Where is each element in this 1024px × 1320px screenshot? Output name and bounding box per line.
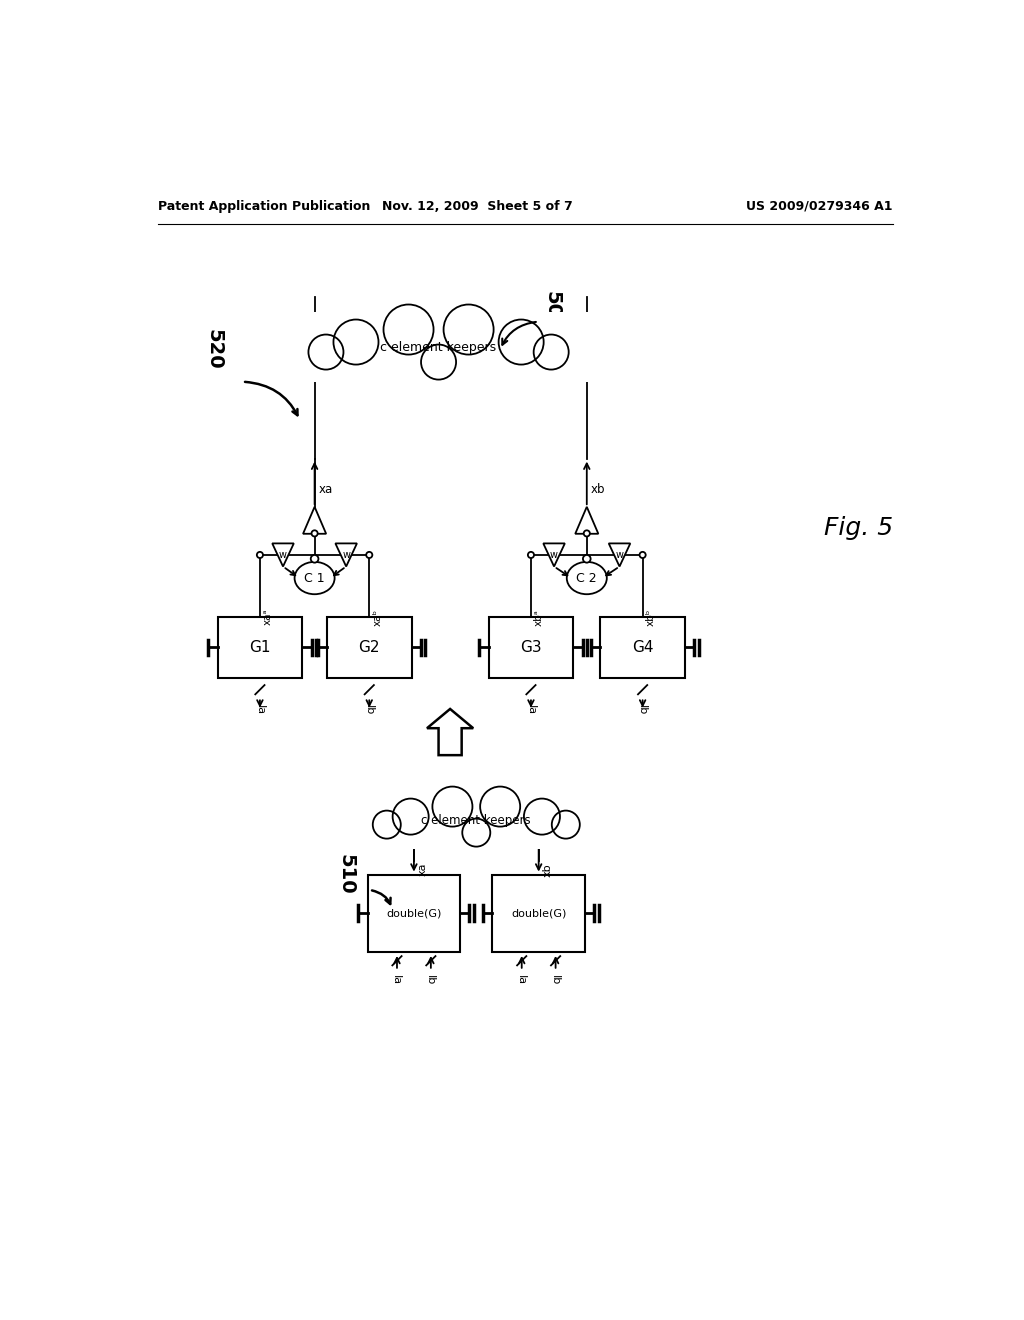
Circle shape — [528, 552, 535, 558]
Circle shape — [392, 799, 429, 834]
Polygon shape — [427, 709, 473, 755]
Ellipse shape — [295, 562, 335, 594]
Circle shape — [499, 319, 544, 364]
Bar — [600, 616, 685, 678]
Text: 510: 510 — [337, 854, 355, 895]
Polygon shape — [336, 544, 357, 566]
Circle shape — [334, 319, 379, 364]
Circle shape — [584, 531, 590, 536]
Circle shape — [311, 531, 317, 536]
Text: Ia: Ia — [525, 705, 536, 715]
Circle shape — [480, 787, 520, 826]
Circle shape — [373, 810, 400, 838]
Text: w: w — [615, 550, 624, 560]
Bar — [357, 792, 596, 849]
Circle shape — [257, 552, 263, 558]
Circle shape — [462, 818, 490, 846]
Text: w: w — [342, 550, 350, 560]
Text: G3: G3 — [520, 640, 542, 655]
Text: C 1: C 1 — [304, 572, 325, 585]
Circle shape — [310, 554, 318, 562]
Bar — [493, 874, 585, 952]
Text: w: w — [550, 550, 558, 560]
Bar — [217, 616, 302, 678]
Text: Ib: Ib — [637, 705, 647, 715]
Circle shape — [367, 552, 373, 558]
Polygon shape — [608, 544, 631, 566]
Text: Fig. 5: Fig. 5 — [823, 516, 893, 540]
Text: Patent Application Publication: Patent Application Publication — [158, 199, 370, 213]
Text: xaᵃ: xaᵃ — [263, 609, 273, 626]
Text: Ib: Ib — [425, 974, 435, 985]
Circle shape — [552, 810, 580, 838]
Circle shape — [421, 345, 456, 380]
Text: US 2009/0279346 A1: US 2009/0279346 A1 — [746, 199, 893, 213]
Circle shape — [583, 554, 591, 562]
Bar — [327, 616, 412, 678]
Text: xb: xb — [591, 483, 605, 496]
Circle shape — [524, 799, 560, 834]
Circle shape — [432, 787, 472, 826]
Text: Ib: Ib — [364, 705, 374, 715]
Bar — [289, 312, 589, 381]
Text: c element keepers: c element keepers — [381, 341, 497, 354]
Polygon shape — [575, 507, 598, 533]
Bar — [488, 616, 573, 678]
Text: Ia: Ia — [391, 974, 400, 985]
Text: G4: G4 — [632, 640, 653, 655]
Text: c element keepers: c element keepers — [422, 814, 531, 828]
Text: double(G): double(G) — [511, 908, 566, 917]
Text: C 2: C 2 — [577, 572, 597, 585]
Text: xa: xa — [418, 863, 428, 876]
Text: Ia: Ia — [515, 974, 525, 985]
Text: G1: G1 — [249, 640, 270, 655]
Text: Nov. 12, 2009  Sheet 5 of 7: Nov. 12, 2009 Sheet 5 of 7 — [382, 199, 572, 213]
Polygon shape — [272, 544, 294, 566]
Polygon shape — [544, 544, 565, 566]
Text: xbᵇ: xbᵇ — [646, 609, 655, 626]
Bar — [368, 874, 460, 952]
Circle shape — [640, 552, 646, 558]
Text: xaᵇ: xaᵇ — [373, 609, 382, 626]
Text: 502: 502 — [543, 290, 561, 331]
Circle shape — [443, 305, 494, 355]
Text: double(G): double(G) — [386, 908, 441, 917]
Text: xb: xb — [543, 863, 553, 876]
Circle shape — [534, 334, 568, 370]
Polygon shape — [303, 507, 326, 533]
Text: xbᵃ: xbᵃ — [535, 609, 544, 626]
Text: xa: xa — [318, 483, 333, 496]
Text: 520: 520 — [204, 329, 223, 370]
Text: w: w — [279, 550, 287, 560]
Circle shape — [384, 305, 433, 355]
Circle shape — [308, 334, 343, 370]
Ellipse shape — [566, 562, 607, 594]
Text: Ia: Ia — [255, 705, 264, 715]
Text: G2: G2 — [358, 640, 380, 655]
Text: Ib: Ib — [550, 974, 559, 985]
